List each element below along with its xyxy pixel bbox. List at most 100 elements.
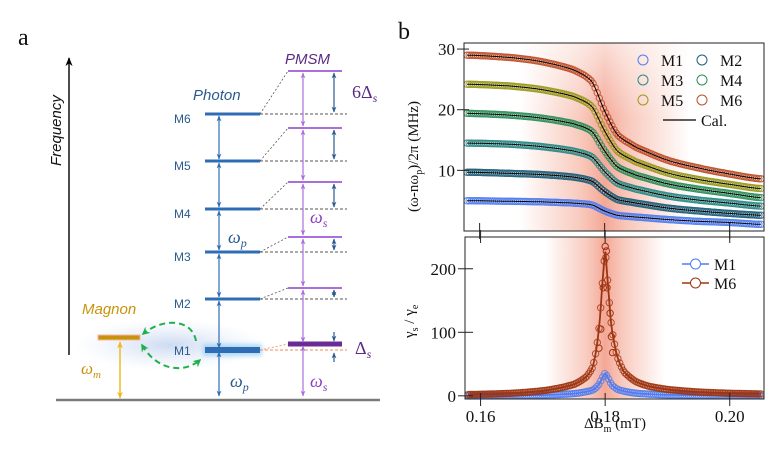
y-tick-label-200: 200 <box>431 260 457 279</box>
data-point-M3 <box>591 156 599 164</box>
series-M4 <box>463 109 765 202</box>
legend-marker-M6 <box>690 277 701 289</box>
linewidth-series <box>464 242 765 400</box>
data-point-M1 <box>610 383 619 391</box>
x-tick-label-0.16: 0.16 <box>466 407 496 426</box>
legend-label-M2: M2 <box>720 53 742 70</box>
data-point-M1 <box>601 370 609 378</box>
calc-line-M6 <box>467 54 761 180</box>
data-point-M1 <box>595 380 603 389</box>
data-point-M6 <box>603 113 612 122</box>
mode-label-M3: M3 <box>174 250 191 264</box>
top-legend: M1 M2 M3 M4 M5 M6 Cal. <box>637 53 742 130</box>
coupling-arrow-bottom <box>141 343 202 369</box>
data-point-M6 <box>589 79 597 88</box>
calc-line-M1 <box>467 200 761 225</box>
panel-a: a Frequency Photon PMSM Magnon M1M2M3M4M… <box>18 25 380 402</box>
six-delta-s-label: 6Δs <box>352 82 378 105</box>
data-point-M6 <box>601 242 609 251</box>
legend-marker-M1 <box>637 54 649 66</box>
y-tick-label-100: 100 <box>431 323 457 342</box>
connector-M2 <box>259 287 289 300</box>
connector-M5 <box>259 127 289 162</box>
legend-label-M5: M5 <box>661 93 683 110</box>
data-point-M6 <box>583 372 591 380</box>
mode-label-M2: M2 <box>174 297 191 311</box>
data-point-M6 <box>599 104 608 113</box>
data-point-M6 <box>597 325 605 333</box>
legend-label-M4: M4 <box>720 73 742 90</box>
series-M3 <box>463 139 765 210</box>
y-tick-label-10: 10 <box>438 161 455 180</box>
calc-line-M3 <box>467 142 761 207</box>
top-plot-frame <box>463 42 765 232</box>
coupling-arrow-top <box>141 321 197 342</box>
delta-s-label: Δs <box>355 338 372 361</box>
photon-label: Photon <box>193 87 241 104</box>
legend-label-M6: M6 <box>714 276 736 293</box>
data-point-M6 <box>608 121 616 130</box>
omega-p-label-upper: ωp <box>228 227 247 250</box>
calc-line-M4 <box>467 112 761 199</box>
mode-label-M4: M4 <box>174 207 191 221</box>
data-point-M5 <box>599 125 608 133</box>
data-point-M5 <box>612 145 620 154</box>
connector-M1 <box>259 343 289 351</box>
legend-label-M3: M3 <box>661 73 683 90</box>
y-tick-label-0: 0 <box>448 387 457 406</box>
data-point-M6 <box>603 284 611 292</box>
data-point-M1 <box>597 377 605 385</box>
data-point-M6 <box>599 284 607 292</box>
omega-s-label-upper: ωs <box>310 207 328 230</box>
data-point-M5 <box>601 128 610 137</box>
data-point-M5 <box>603 132 612 141</box>
data-point-M5 <box>595 116 604 124</box>
omega-p-label-lower: ωp <box>230 371 249 394</box>
data-point-M2 <box>593 181 601 189</box>
data-point-M4 <box>587 126 595 135</box>
data-point-M5 <box>591 107 599 116</box>
data-point-M6 <box>591 83 599 92</box>
spectrum-series <box>463 51 765 229</box>
mode-label-M5: M5 <box>174 159 191 173</box>
bottom-plot-frame <box>464 236 765 400</box>
x-tick-label-0.2: 0.20 <box>715 407 745 426</box>
data-point-M3 <box>606 173 614 181</box>
data-point-M3 <box>597 164 606 172</box>
data-point-M4 <box>610 159 618 168</box>
omega-s-label-lower: ωs <box>310 371 328 394</box>
magnon-level <box>97 334 141 341</box>
series-M6 <box>463 51 765 183</box>
legend-label-M1: M1 <box>661 53 683 70</box>
top-ylabel: (ω-nωp)/2π (MHz) <box>406 101 425 212</box>
bottom-axis-ticks: 0 100 200 0.16 0.18 0.20 <box>431 230 745 426</box>
data-point-M5 <box>589 104 597 112</box>
y-tick-label-30: 30 <box>438 40 455 59</box>
data-point-M6 <box>616 359 624 367</box>
data-point-M3 <box>599 166 608 175</box>
mode-label-M6: M6 <box>174 112 191 126</box>
data-point-M1 <box>593 383 601 391</box>
legend-marker-M5 <box>637 94 649 106</box>
legend-marker-M2 <box>696 54 708 66</box>
bottom-xlabel: ΔBm (mT) <box>584 416 646 435</box>
frequency-axis-label: Frequency <box>48 94 65 166</box>
energy-levels: M1 M2 M3 M4 M5 M6 <box>174 70 347 397</box>
series-M5 <box>463 80 765 193</box>
legend-marker-M3 <box>637 74 649 86</box>
spectrum-chart: 10 20 30 (ω-nωp)/2π (MHz) M1 M2 M3 M4 M5 M6 Cal. <box>406 40 765 239</box>
magnon-label: Magnon <box>82 301 136 318</box>
legend-marker-M1 <box>690 258 701 270</box>
data-point-M6 <box>601 109 610 117</box>
legend-label-M1: M1 <box>714 257 736 274</box>
panel-b-label: b <box>398 19 410 45</box>
connector-M3 <box>259 236 289 253</box>
pmsm-label: PMSM <box>285 51 331 68</box>
connector-M4 <box>259 181 289 210</box>
legend-marker-M6 <box>696 94 708 106</box>
data-point-M5 <box>585 100 593 108</box>
series-M2 <box>463 168 765 219</box>
